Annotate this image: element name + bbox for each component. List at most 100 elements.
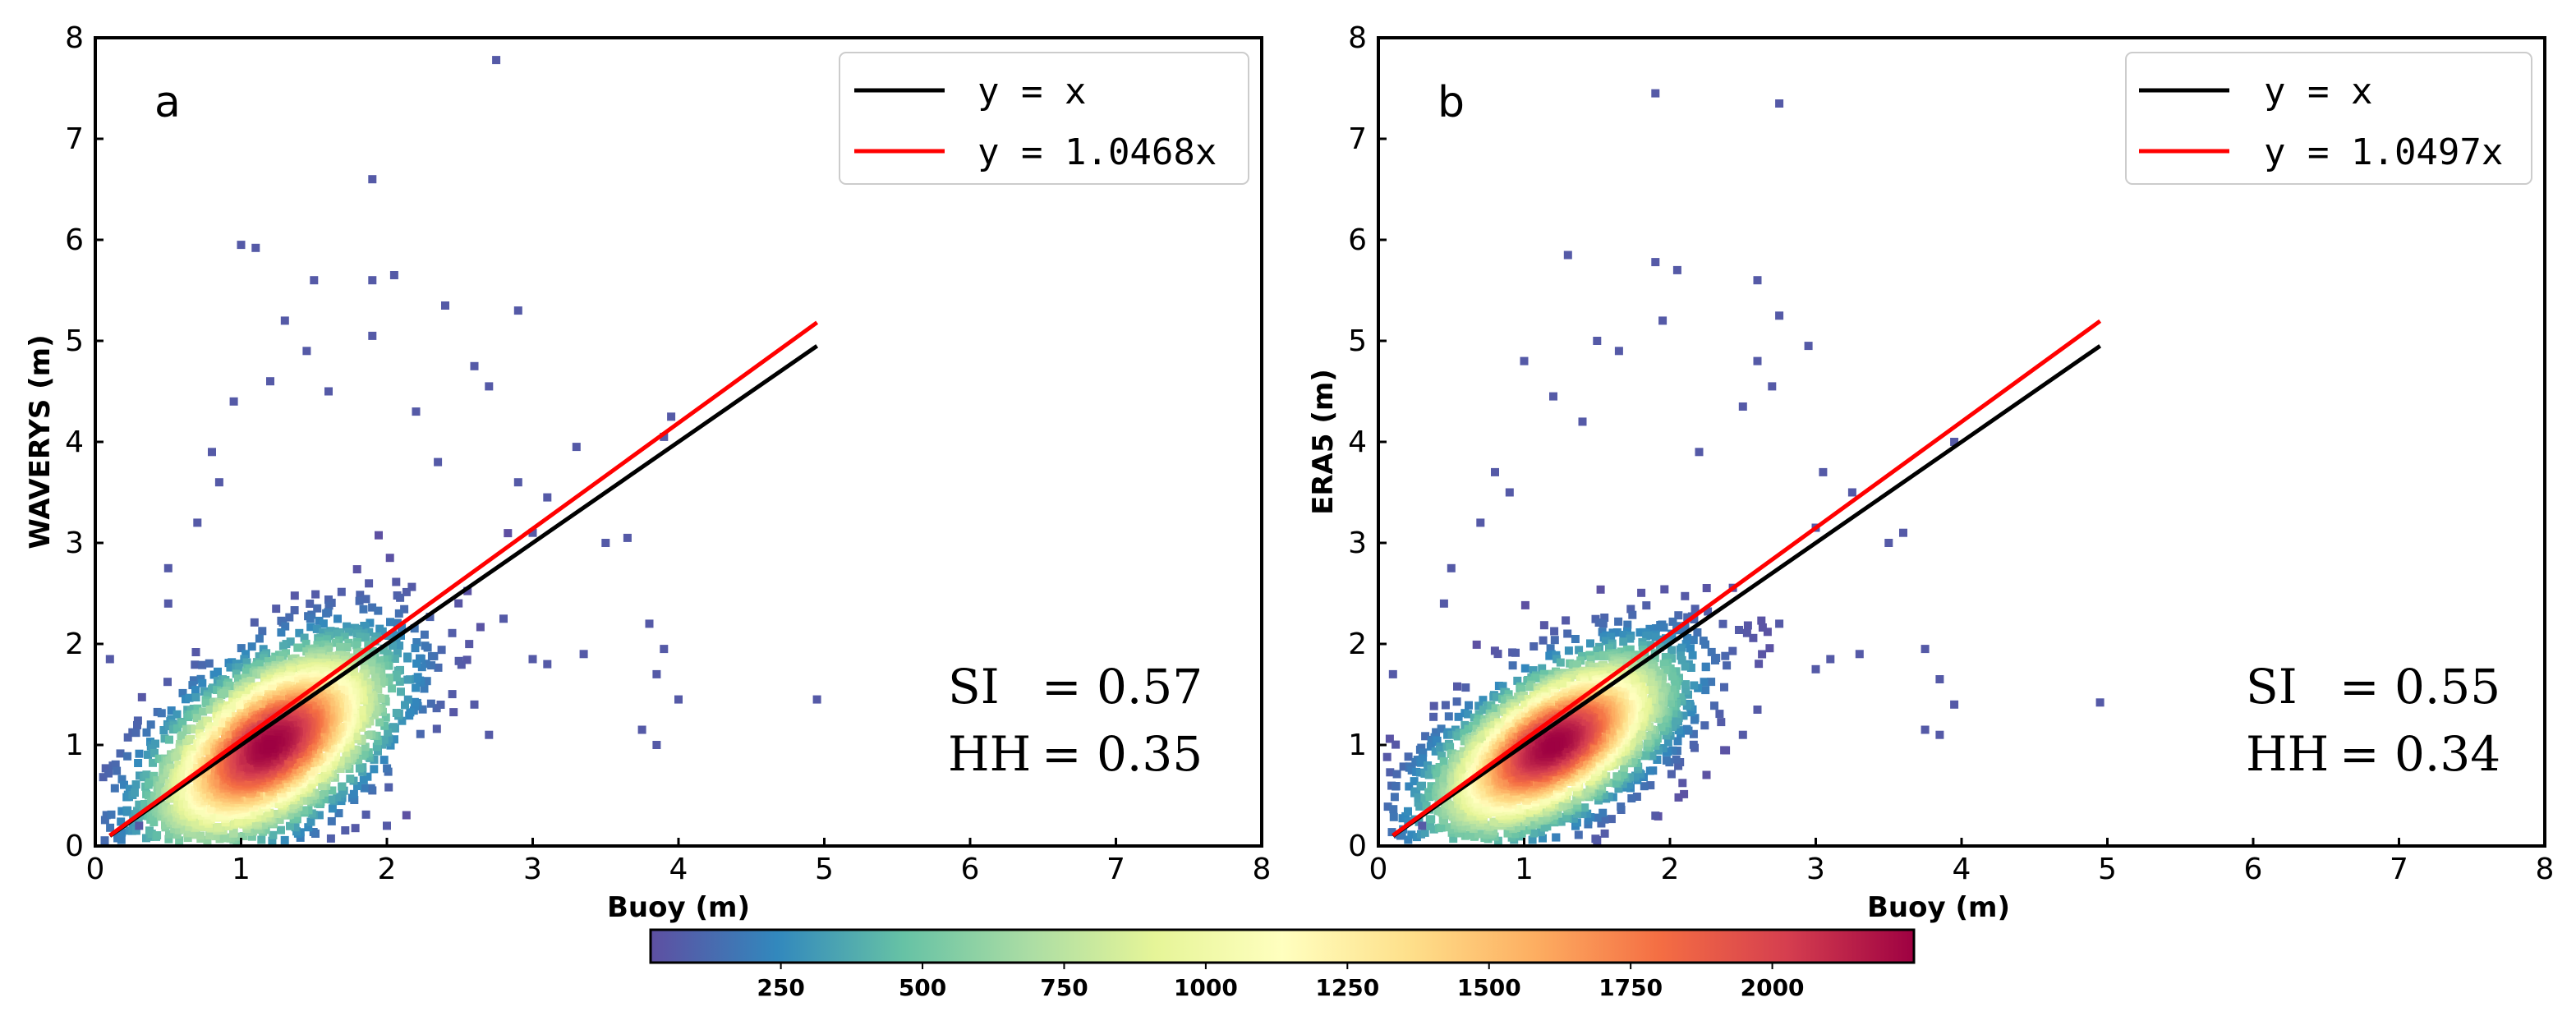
scatter-point xyxy=(1410,777,1419,786)
scatter-point xyxy=(1528,835,1537,844)
scatter-point xyxy=(397,687,405,696)
scatter-point xyxy=(420,684,429,693)
scatter-point xyxy=(234,674,242,683)
scatter-point xyxy=(1530,829,1539,838)
scatter-point xyxy=(392,673,401,682)
scatter-point xyxy=(336,651,344,660)
scatter-point xyxy=(323,684,331,693)
scatter-point xyxy=(1573,660,1581,669)
scatter-point xyxy=(1447,730,1456,739)
scatter-point xyxy=(316,791,325,799)
scatter-point xyxy=(1517,685,1526,694)
scatter-point xyxy=(210,812,219,821)
scatter-point xyxy=(1645,624,1654,633)
scatter-point xyxy=(1681,662,1690,671)
scatter-point xyxy=(326,723,335,732)
scatter-point xyxy=(1721,651,1730,660)
scatter-point xyxy=(261,792,270,801)
scatter-point xyxy=(209,823,218,832)
scatter-point xyxy=(208,448,216,457)
scatter-point xyxy=(1459,752,1468,761)
scatter-point xyxy=(1390,793,1399,802)
scatter-point xyxy=(1478,830,1487,839)
scatter-point xyxy=(403,675,412,684)
scatter-point xyxy=(180,788,189,798)
scatter-point xyxy=(1445,823,1454,832)
scatter-point xyxy=(601,539,610,547)
scatter-point xyxy=(470,700,479,709)
scatter-point xyxy=(1387,828,1396,837)
scatter-point xyxy=(1613,727,1622,736)
scatter-point xyxy=(572,443,581,452)
scatter-point xyxy=(361,810,370,819)
scatter-point xyxy=(198,660,207,669)
scatter-point xyxy=(1646,686,1655,694)
scatter-point xyxy=(1421,732,1430,741)
scatter-point xyxy=(185,822,194,831)
scatter-point xyxy=(264,657,273,666)
scatter-point xyxy=(1454,712,1463,721)
scatter-point xyxy=(1556,658,1565,667)
scatter-point xyxy=(270,655,279,664)
scatter-point xyxy=(1513,792,1522,801)
scatter-point xyxy=(186,818,195,826)
scatter-point xyxy=(1693,628,1702,637)
scatter-point xyxy=(269,830,278,839)
scatter-point xyxy=(1573,787,1582,796)
scatter-point xyxy=(1562,812,1571,821)
x-tick-label: 6 xyxy=(961,853,980,886)
scatter-point xyxy=(1580,803,1589,812)
scatter-point xyxy=(364,641,373,650)
scatter-point xyxy=(1420,828,1429,837)
scatter-point xyxy=(183,834,192,843)
scatter-point xyxy=(1711,656,1719,664)
scatter-point xyxy=(1517,821,1526,830)
scatter-point xyxy=(1493,692,1501,701)
scatter-point xyxy=(1583,809,1592,818)
scatter-point xyxy=(1679,711,1688,720)
scatter-point xyxy=(1635,769,1644,778)
scatter-point xyxy=(371,702,380,711)
scatter-point xyxy=(1559,680,1568,689)
scatter-point xyxy=(401,701,409,710)
scatter-point xyxy=(288,801,297,810)
scatter-point xyxy=(375,718,384,727)
scatter-point xyxy=(1680,789,1689,798)
scatter-point xyxy=(1640,752,1649,761)
scatter-point xyxy=(336,756,345,765)
scatter-point xyxy=(315,616,324,625)
scatter-point xyxy=(147,830,156,839)
scatter-point xyxy=(1626,676,1635,685)
scatter-point xyxy=(242,650,251,659)
scatter-point xyxy=(1571,635,1580,643)
scatter-point xyxy=(329,757,338,766)
scatter-point xyxy=(437,646,446,655)
scatter-point xyxy=(208,685,216,694)
scatter-point xyxy=(1578,651,1586,660)
scatter-point xyxy=(164,834,173,844)
scatter-point xyxy=(1450,773,1458,782)
scatter-point xyxy=(1660,585,1669,594)
scatter-point xyxy=(241,755,250,764)
scatter-point xyxy=(153,831,162,839)
scatter-point xyxy=(1646,713,1655,722)
scatter-point xyxy=(264,809,273,818)
scatter-point xyxy=(454,599,463,608)
scatter-point xyxy=(1710,701,1718,710)
scatter-point xyxy=(375,672,384,681)
scatter-point xyxy=(306,817,315,826)
scatter-point xyxy=(334,809,343,818)
scatter-point xyxy=(1667,633,1676,642)
scatter-point xyxy=(368,603,377,612)
scatter-point xyxy=(278,651,288,660)
scatter-point xyxy=(427,652,436,661)
scatter-point xyxy=(1593,646,1602,655)
scatter-point xyxy=(375,693,384,702)
scatter-point xyxy=(229,828,238,837)
scatter-point xyxy=(1453,732,1462,741)
scatter-point xyxy=(1674,793,1683,802)
scatter-point xyxy=(203,770,212,779)
scatter-point xyxy=(1429,701,1438,710)
scatter-point xyxy=(341,743,350,752)
scatter-point xyxy=(1728,646,1737,655)
